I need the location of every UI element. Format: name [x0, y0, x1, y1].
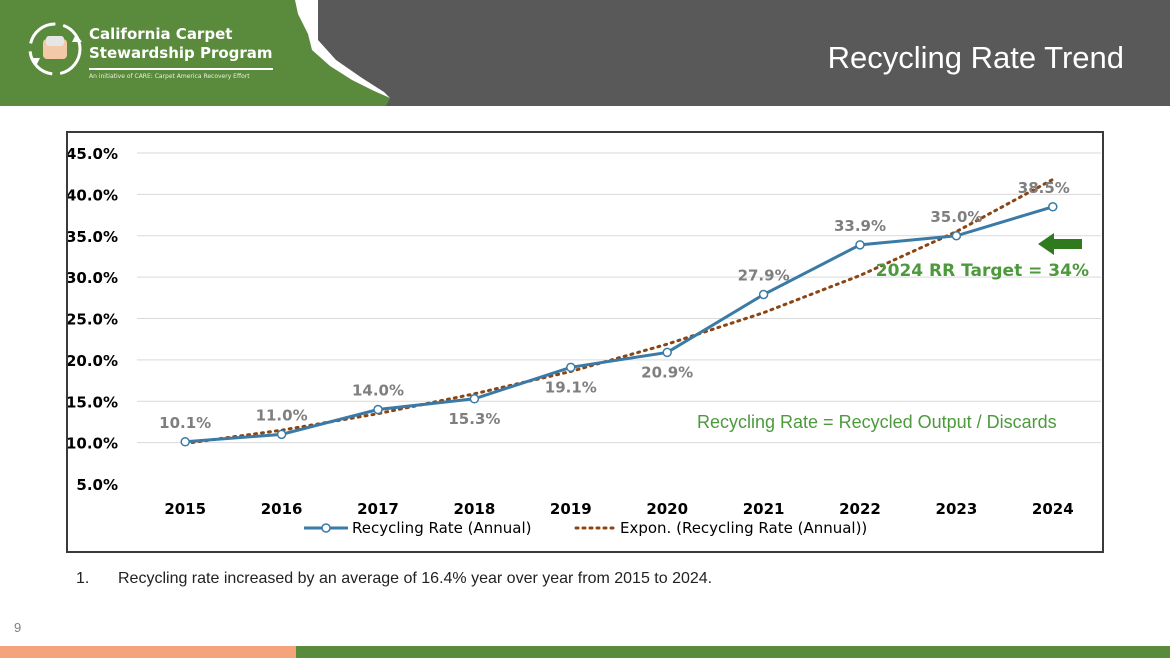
footer-bar-green — [296, 646, 1170, 658]
x-tick-label: 2017 — [357, 500, 399, 518]
footnote-text: Recycling rate increased by an average o… — [118, 570, 713, 587]
org-name: California Carpet Stewardship Program — [89, 25, 273, 63]
y-axis-ticks: 5.0% 10.0% 15.0% 20.0% 25.0% 30.0% 35.0% 40.0% 4… — [68, 145, 118, 494]
x-tick-label: 2022 — [839, 500, 881, 518]
data-point — [1048, 202, 1058, 212]
x-tick-label: 2021 — [743, 500, 785, 518]
data-label: 20.9% — [641, 363, 693, 381]
y-tick-label: 45.0% — [68, 145, 118, 163]
data-label: 27.9% — [738, 267, 790, 285]
data-labels: 10.1% 11.0% 14.0% 15.3% 19.1% 20.9% 27.9% 33.9%… — [159, 179, 1070, 432]
org-name-line2: Stewardship Program — [89, 44, 273, 62]
trendline — [183, 177, 1055, 445]
data-label: 33.9% — [834, 217, 886, 235]
recycle-hands-icon — [28, 22, 82, 76]
x-tick-label: 2016 — [261, 500, 303, 518]
x-tick-label: 2023 — [936, 500, 978, 518]
footer-bar-orange — [0, 646, 296, 658]
x-tick-label: 2019 — [550, 500, 592, 518]
x-tick-label: 2024 — [1032, 500, 1074, 518]
footnote: 1. Recycling rate increased by an average… — [76, 570, 712, 588]
data-point — [373, 404, 383, 415]
y-tick-label: 20.0% — [68, 352, 118, 370]
data-point — [855, 240, 865, 250]
x-tick-label: 2015 — [164, 500, 206, 518]
org-divider — [89, 68, 273, 70]
series-line — [180, 202, 1058, 447]
recycling-rate-chart: 5.0% 10.0% 15.0% 20.0% 25.0% 30.0% 35.0% 40.0% 4… — [68, 145, 1101, 537]
slide-header: California Carpet Stewardship Program An… — [0, 0, 1170, 106]
data-point — [469, 394, 480, 404]
data-label: 14.0% — [352, 382, 404, 400]
y-tick-label: 25.0% — [68, 311, 118, 329]
trendline-path — [183, 177, 1055, 445]
data-label: 11.0% — [256, 406, 308, 424]
data-label: 15.3% — [448, 410, 500, 428]
data-point — [662, 347, 672, 358]
x-tick-label: 2018 — [454, 500, 496, 518]
data-label: 38.5% — [1018, 179, 1070, 197]
y-tick-label: 10.0% — [68, 435, 118, 453]
target-label: 2024 RR Target = 34% — [876, 261, 1089, 281]
california-outline-icon — [295, 0, 390, 98]
data-point — [276, 429, 287, 440]
data-label: 19.1% — [545, 378, 597, 396]
data-point — [951, 231, 962, 241]
x-axis-ticks: 2015 2016 2017 2018 2019 2020 2021 2022 2023 2024 — [164, 500, 1073, 518]
grid-lines — [137, 152, 1101, 444]
data-point — [566, 362, 576, 373]
data-label: 10.1% — [159, 414, 211, 432]
x-tick-label: 2020 — [646, 500, 688, 518]
org-tagline: An initiative of CARE: Carpet America Re… — [89, 73, 250, 80]
data-label: 35.0% — [930, 208, 982, 226]
page-number: 9 — [14, 620, 22, 635]
left-arrow-icon — [1038, 233, 1082, 256]
target-annotation: 2024 RR Target = 34% — [876, 233, 1089, 281]
y-tick-label: 40.0% — [68, 186, 118, 204]
legend-label-series: Recycling Rate (Annual) — [352, 519, 532, 537]
org-name-line1: California Carpet — [89, 25, 233, 43]
data-point — [758, 289, 769, 300]
data-point — [180, 437, 190, 447]
slide-title: Recycling Rate Trend — [827, 40, 1124, 75]
y-tick-label: 35.0% — [68, 228, 118, 246]
formula-annotation: Recycling Rate = Recycled Output / Disca… — [697, 412, 1057, 432]
footnote-number: 1. — [76, 570, 90, 587]
series-line-path — [185, 205, 1054, 444]
y-tick-label: 5.0% — [76, 476, 118, 494]
y-tick-label: 30.0% — [68, 269, 118, 287]
legend-label-trend: Expon. (Recycling Rate (Annual)) — [620, 519, 867, 537]
brand-panel — [0, 0, 390, 106]
org-logo: California Carpet Stewardship Program An… — [26, 18, 296, 88]
chart-legend: Recycling Rate (Annual) Expon. (Recycling… — [304, 519, 867, 537]
legend-marker — [321, 523, 331, 533]
y-tick-label: 15.0% — [68, 393, 118, 411]
chart-frame: 5.0% 10.0% 15.0% 20.0% 25.0% 30.0% 35.0% 40.0% 4… — [66, 131, 1104, 553]
